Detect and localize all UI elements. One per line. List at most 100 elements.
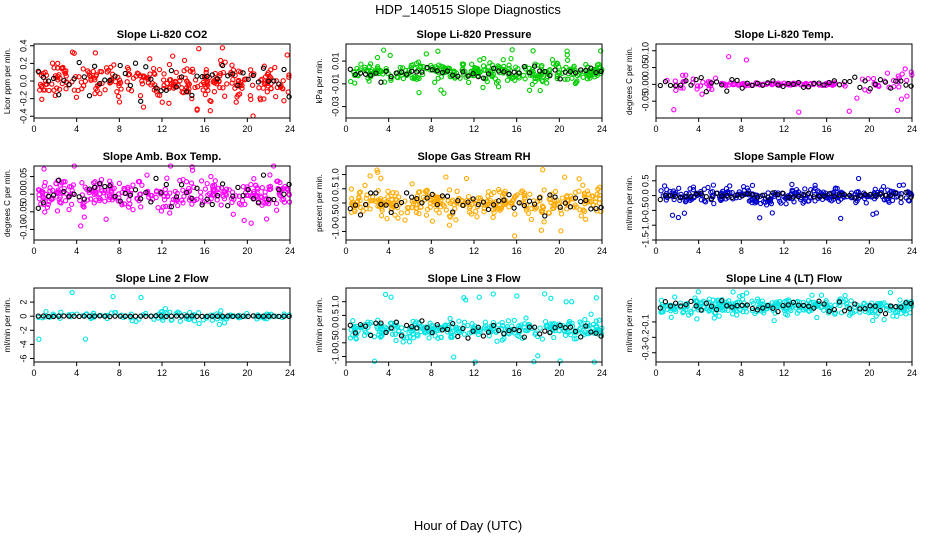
data-point	[521, 321, 528, 327]
data-point	[737, 293, 743, 300]
reference-point	[531, 63, 538, 69]
data-point	[385, 188, 391, 194]
data-point	[404, 209, 411, 216]
reference-point	[698, 74, 704, 81]
data-point	[199, 199, 206, 206]
panel-5: Slope Gas Stream RH0 4 8 12 16 20 24-1.0-0.50.…	[315, 151, 607, 256]
data-point	[870, 75, 877, 82]
data-point	[162, 305, 169, 312]
x-tick-label: 0	[653, 246, 658, 256]
data-point	[368, 198, 374, 204]
data-point	[537, 325, 543, 331]
reference-point	[240, 192, 246, 199]
data-point	[564, 193, 570, 199]
data-point	[388, 193, 394, 199]
x-axis-title: Hour of Day (UTC)	[414, 518, 522, 533]
data-point	[126, 197, 132, 203]
data-point	[712, 309, 719, 316]
reference-point	[567, 324, 574, 330]
data-point	[54, 208, 61, 214]
x-tick-label: 4	[386, 246, 391, 256]
data-point	[396, 328, 402, 334]
data-point	[262, 193, 268, 199]
reference-point	[362, 201, 369, 208]
data-point	[457, 329, 463, 335]
reference-point	[45, 313, 52, 320]
data-point	[174, 190, 180, 197]
reference-point	[403, 190, 410, 196]
data-point	[800, 200, 806, 206]
data-point	[527, 191, 533, 197]
data-point	[189, 95, 195, 102]
data-point	[378, 212, 385, 219]
data-point	[832, 186, 838, 192]
reference-point	[739, 85, 745, 91]
data-point	[771, 317, 777, 324]
reference-point	[250, 313, 256, 319]
reference-point	[593, 330, 599, 336]
data-point	[164, 80, 170, 87]
x-tick-label: 4	[74, 368, 79, 378]
data-point	[143, 310, 149, 317]
data-point	[356, 194, 362, 200]
data-point	[56, 72, 62, 78]
data-point	[459, 61, 465, 67]
data-point	[875, 82, 881, 89]
data-point	[539, 336, 546, 342]
data-point	[711, 200, 717, 207]
reference-point	[368, 190, 374, 196]
data-point	[229, 62, 235, 68]
scatter-points	[657, 175, 915, 222]
reference-point	[199, 313, 205, 320]
data-point	[788, 307, 794, 314]
reference-point	[531, 324, 538, 330]
data-point	[541, 219, 547, 225]
data-point	[488, 328, 494, 334]
reference-point	[657, 196, 663, 203]
data-point	[561, 327, 568, 334]
reference-point	[465, 335, 471, 341]
reference-point	[903, 82, 909, 88]
data-point	[201, 74, 208, 81]
data-point	[501, 63, 507, 70]
reference-point	[790, 299, 797, 305]
reference-point	[219, 313, 226, 319]
data-point	[189, 164, 195, 170]
reference-point	[765, 80, 771, 86]
data-point	[476, 294, 482, 300]
x-tick-label: 16	[200, 246, 210, 256]
data-point	[423, 212, 430, 218]
data-point	[562, 76, 568, 82]
data-point	[162, 186, 168, 193]
data-point	[598, 331, 604, 337]
reference-point	[578, 198, 584, 205]
reference-point	[102, 313, 108, 319]
data-point	[749, 182, 756, 189]
reference-point	[81, 74, 87, 80]
x-tick-label: 24	[597, 368, 607, 378]
data-point	[129, 318, 135, 324]
data-point	[282, 183, 288, 190]
data-point	[438, 63, 444, 69]
reference-point	[276, 81, 282, 87]
y-tick-label: -0.2	[18, 91, 28, 107]
data-point	[63, 68, 69, 74]
reference-point	[667, 193, 674, 199]
reference-point	[826, 308, 832, 314]
data-point	[802, 186, 808, 192]
data-point	[904, 93, 910, 99]
y-tick-label: 0.4	[18, 40, 28, 53]
y-tick-label: 1.0	[330, 168, 340, 181]
data-point	[438, 334, 444, 341]
data-point	[424, 206, 431, 213]
data-point	[680, 79, 687, 85]
reference-point	[882, 79, 889, 85]
data-point	[196, 320, 202, 327]
data-point	[222, 59, 228, 65]
data-point	[161, 71, 167, 77]
data-point	[480, 84, 486, 91]
data-point	[577, 207, 583, 213]
data-point	[273, 93, 279, 100]
data-point	[710, 182, 717, 188]
x-tick-label: 4	[74, 124, 79, 134]
